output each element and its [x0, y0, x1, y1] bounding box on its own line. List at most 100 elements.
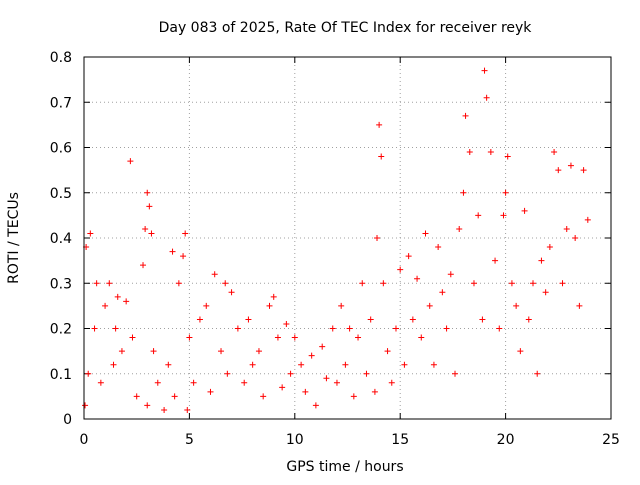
data-point: [584, 216, 591, 223]
data-point: [546, 244, 553, 251]
y-tick-label: 0.6: [50, 141, 72, 157]
data-point: [224, 370, 231, 377]
data-point: [422, 230, 429, 237]
data-point: [241, 379, 248, 386]
data-point: [551, 149, 558, 156]
data-point: [521, 207, 528, 214]
data-point: [270, 293, 277, 300]
data-point: [563, 225, 570, 232]
data-point: [384, 348, 391, 355]
data-point: [85, 370, 92, 377]
data-point: [234, 325, 241, 332]
data-point: [542, 289, 549, 296]
x-tick-label: 10: [286, 432, 304, 448]
data-point: [572, 235, 579, 241]
data-point: [460, 189, 467, 196]
data-point: [333, 379, 340, 386]
data-point: [245, 316, 252, 323]
data-point: [409, 316, 416, 323]
data-point: [452, 370, 459, 377]
data-point: [443, 325, 450, 332]
data-point: [97, 379, 104, 386]
x-axis-title: GPS time / hours: [286, 459, 403, 475]
data-point: [380, 280, 387, 287]
data-point: [323, 375, 330, 382]
x-tick-label: 5: [185, 432, 194, 448]
data-point: [150, 348, 157, 355]
data-point: [513, 302, 520, 309]
data-point: [186, 334, 193, 341]
data-point: [435, 244, 442, 251]
data-point: [102, 302, 109, 309]
data-point: [118, 348, 125, 355]
data-point: [376, 121, 383, 128]
data-point: [171, 393, 178, 400]
data-point: [481, 67, 488, 74]
data-point: [165, 361, 172, 368]
data-point: [91, 325, 98, 332]
data-point: [298, 361, 305, 368]
data-markers: [82, 67, 591, 413]
data-point: [530, 280, 537, 287]
data-point: [222, 280, 229, 287]
data-point: [291, 334, 298, 341]
data-point: [93, 280, 100, 287]
data-point: [405, 253, 412, 260]
data-point: [418, 334, 425, 341]
data-point: [525, 316, 532, 323]
data-point: [308, 352, 315, 359]
data-point: [342, 361, 349, 368]
y-tick-label: 0: [63, 412, 72, 428]
y-tick-label: 0.7: [50, 95, 72, 111]
y-axis-title: ROTI / TECUs: [6, 192, 22, 284]
data-point: [175, 280, 182, 287]
data-point: [312, 402, 319, 409]
data-point: [401, 361, 408, 368]
grid-lines: [84, 57, 611, 419]
data-point: [430, 361, 437, 368]
x-tick-label: 15: [391, 432, 409, 448]
data-point: [180, 253, 187, 260]
data-point: [287, 370, 294, 377]
x-tick-label: 20: [497, 432, 515, 448]
y-tick-label: 0.2: [50, 322, 72, 338]
plot-frame: [83, 56, 612, 420]
data-point: [249, 361, 256, 368]
data-point: [479, 316, 486, 323]
data-point: [329, 325, 336, 332]
tick-labels: 0 5 10 15 20 25 0 0.1 0.2 0.3 0.4 0.5 0.6 0.7 0.8: [50, 50, 620, 448]
data-point: [148, 230, 155, 237]
data-point: [319, 343, 326, 350]
data-point: [355, 334, 362, 341]
chart-title: Day 083 of 2025, Rate Of TEC Index for r…: [159, 20, 533, 36]
x-tick-label: 25: [602, 432, 620, 448]
data-point: [567, 162, 574, 169]
x-tick-label: 0: [80, 432, 89, 448]
y-tick-label: 0.4: [50, 231, 72, 247]
data-point: [133, 393, 140, 400]
data-point: [371, 388, 378, 395]
data-point: [266, 302, 273, 309]
data-point: [112, 325, 119, 332]
data-point: [218, 348, 225, 355]
data-point: [144, 402, 151, 409]
data-point: [475, 212, 482, 219]
data-point: [182, 230, 189, 237]
data-point: [504, 153, 511, 160]
data-point: [388, 379, 395, 386]
data-point: [161, 406, 168, 413]
data-point: [502, 189, 509, 196]
data-point: [483, 94, 490, 101]
data-point: [496, 325, 503, 332]
data-point: [350, 393, 357, 400]
data-point: [203, 302, 210, 309]
data-point: [302, 388, 309, 395]
data-point: [144, 189, 151, 196]
data-point: [534, 370, 541, 377]
data-point: [283, 320, 290, 327]
data-point: [508, 280, 515, 287]
data-point: [359, 280, 366, 287]
data-point: [142, 225, 149, 232]
data-point: [492, 257, 499, 264]
data-point: [397, 266, 404, 273]
